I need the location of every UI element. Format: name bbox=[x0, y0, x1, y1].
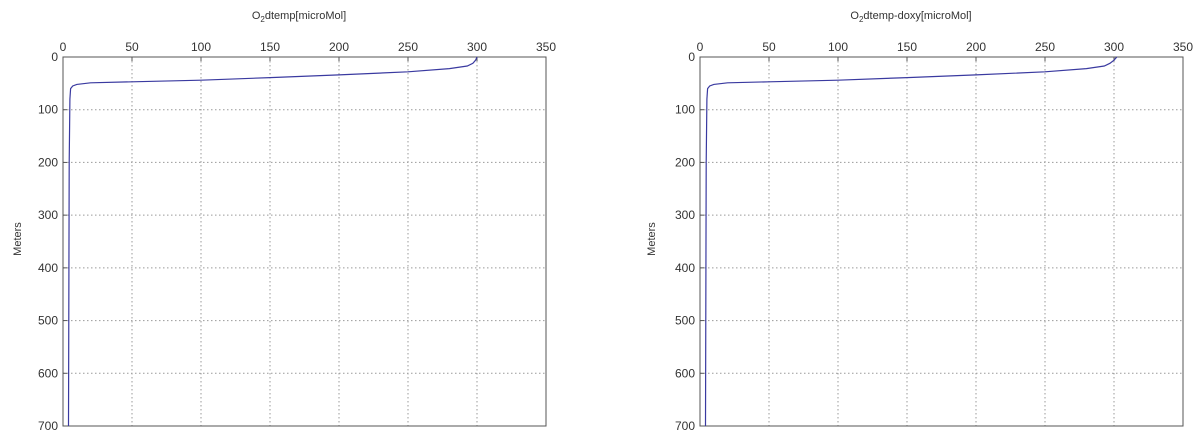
chart-right-xtick-label-0: 0 bbox=[697, 40, 704, 54]
chart-left-ylabel: Meters bbox=[12, 222, 24, 256]
chart-left-ytick-label-1: 100 bbox=[38, 103, 58, 117]
chart-right-frame bbox=[699, 56, 1184, 427]
chart-right-ytick-label-3: 300 bbox=[675, 208, 695, 222]
chart-left-ytick-label-0: 0 bbox=[51, 50, 58, 64]
chart-right-xtick-label-6: 300 bbox=[1104, 40, 1124, 54]
chart-right-ytick-label-0: 0 bbox=[688, 50, 695, 64]
chart-left-series-line-0 bbox=[67, 56, 478, 427]
chart-left-ytick-label-2: 200 bbox=[38, 155, 58, 169]
chart-left-ytick-label-7: 700 bbox=[38, 419, 58, 433]
chart-left: O2dtemp[microMol] Meters 0 50 100 150 200 250… bbox=[12, 10, 556, 433]
chart-right-series-line-0 bbox=[704, 56, 1118, 427]
chart-left-xtick-label-0: 0 bbox=[60, 40, 67, 54]
chart-left-xtick-label-4: 200 bbox=[329, 40, 349, 54]
chart-left-plot: 0 50 100 150 200 250 300 350 0 100 200 300 400 500 600… bbox=[38, 40, 556, 433]
chart-left-ytick-label-3: 300 bbox=[38, 208, 58, 222]
chart-left-xtick-label-6: 300 bbox=[467, 40, 487, 54]
chart-left-xtick-label-2: 100 bbox=[191, 40, 211, 54]
chart-right-ytick-label-6: 600 bbox=[675, 366, 695, 380]
chart-right-ytick-label-7: 700 bbox=[675, 419, 695, 433]
chart-left-frame bbox=[62, 56, 547, 427]
chart-right-xtick-label-2: 100 bbox=[828, 40, 848, 54]
chart-left-ytick-label-6: 600 bbox=[38, 366, 58, 380]
chart-right-ylabel: Meters bbox=[646, 222, 658, 256]
chart-right-xtick-label-1: 50 bbox=[762, 40, 776, 54]
chart-left-xtick-label-7: 350 bbox=[536, 40, 556, 54]
chart-right-ytick-label-2: 200 bbox=[675, 155, 695, 169]
chart-right-xtick-label-3: 150 bbox=[897, 40, 917, 54]
chart-right-xtick-label-4: 200 bbox=[966, 40, 986, 54]
chart-right-plot: 0 50 100 150 200 250 300 350 0 100 200 300 400 500 600… bbox=[675, 40, 1193, 433]
chart-right-xtick-label-7: 350 bbox=[1173, 40, 1193, 54]
chart-left-xtick-label-1: 50 bbox=[125, 40, 139, 54]
chart-right: O2dtemp-doxy[microMol] Meters 0 50 100 150 2… bbox=[646, 10, 1193, 433]
chart-left-ytick-label-4: 400 bbox=[38, 261, 58, 275]
chart-left-xtick-label-5: 250 bbox=[398, 40, 418, 54]
chart-right-ytick-label-1: 100 bbox=[675, 103, 695, 117]
chart-right-title: O2dtemp-doxy[microMol] bbox=[850, 10, 971, 24]
chart-right-xtick-label-5: 250 bbox=[1035, 40, 1055, 54]
chart-left-title: O2dtemp[microMol] bbox=[252, 10, 346, 24]
chart-left-xtick-label-3: 150 bbox=[260, 40, 280, 54]
chart-right-ytick-label-5: 500 bbox=[675, 314, 695, 328]
chart-left-ytick-label-5: 500 bbox=[38, 314, 58, 328]
chart-right-ytick-label-4: 400 bbox=[675, 261, 695, 275]
